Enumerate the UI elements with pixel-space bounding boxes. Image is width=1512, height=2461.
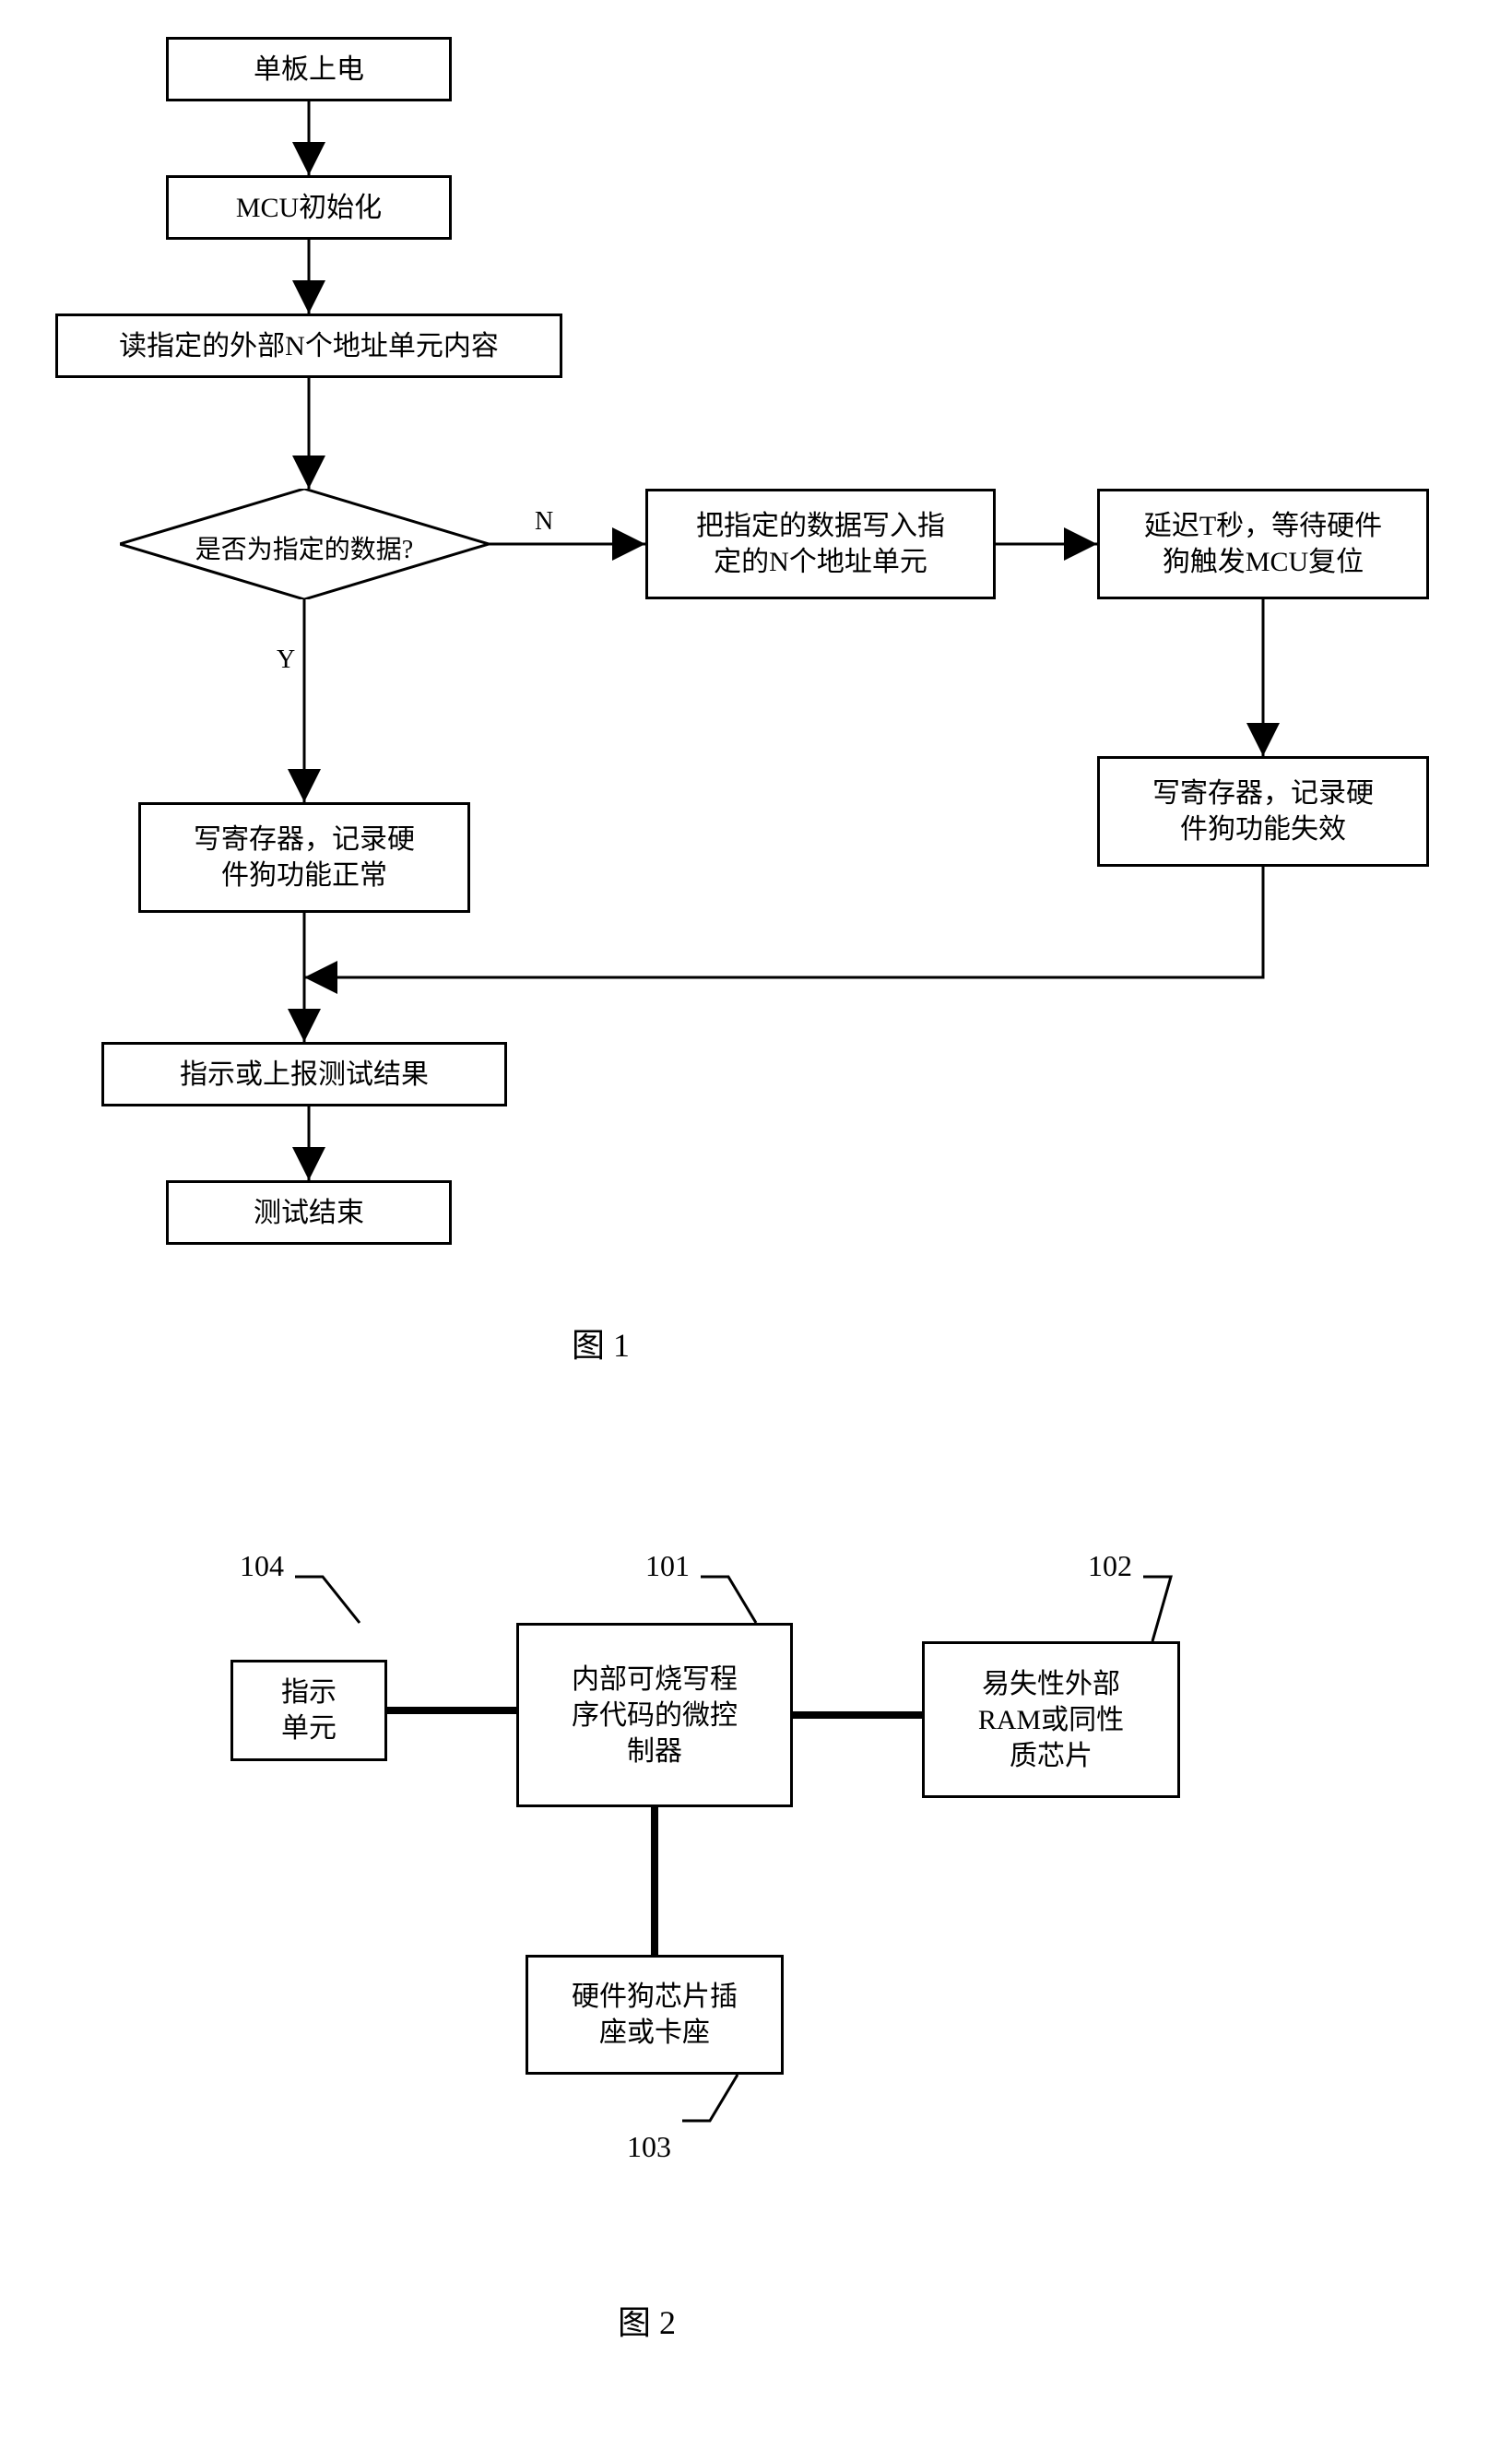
refnum-text: 104: [240, 1549, 284, 1582]
block-104-indicator: 指示 单元: [230, 1660, 387, 1761]
node-label: 易失性外部 RAM或同性 质芯片: [978, 1666, 1124, 1774]
block-101-mcu: 内部可烧写程 序代码的微控 制器: [516, 1623, 793, 1807]
block-102-ram: 易失性外部 RAM或同性 质芯片: [922, 1641, 1180, 1798]
block-103-socket: 硬件狗芯片插 座或卡座: [526, 1955, 784, 2075]
refnum-101: 101: [645, 1549, 690, 1583]
node-label: 硬件狗芯片插 座或卡座: [572, 1979, 738, 2051]
fig2-caption: 图 2: [618, 2296, 676, 2344]
fig2-lines: [0, 0, 1512, 2461]
node-label: 指示 单元: [281, 1674, 337, 1746]
refnum-103: 103: [627, 2130, 671, 2164]
refnum-104: 104: [240, 1549, 284, 1583]
refnum-102: 102: [1088, 1549, 1132, 1583]
refnum-text: 102: [1088, 1549, 1132, 1582]
node-label: 内部可烧写程 序代码的微控 制器: [572, 1662, 738, 1769]
caption-text: 图 2: [618, 2304, 676, 2341]
refnum-text: 103: [627, 2130, 671, 2163]
refnum-text: 101: [645, 1549, 690, 1582]
